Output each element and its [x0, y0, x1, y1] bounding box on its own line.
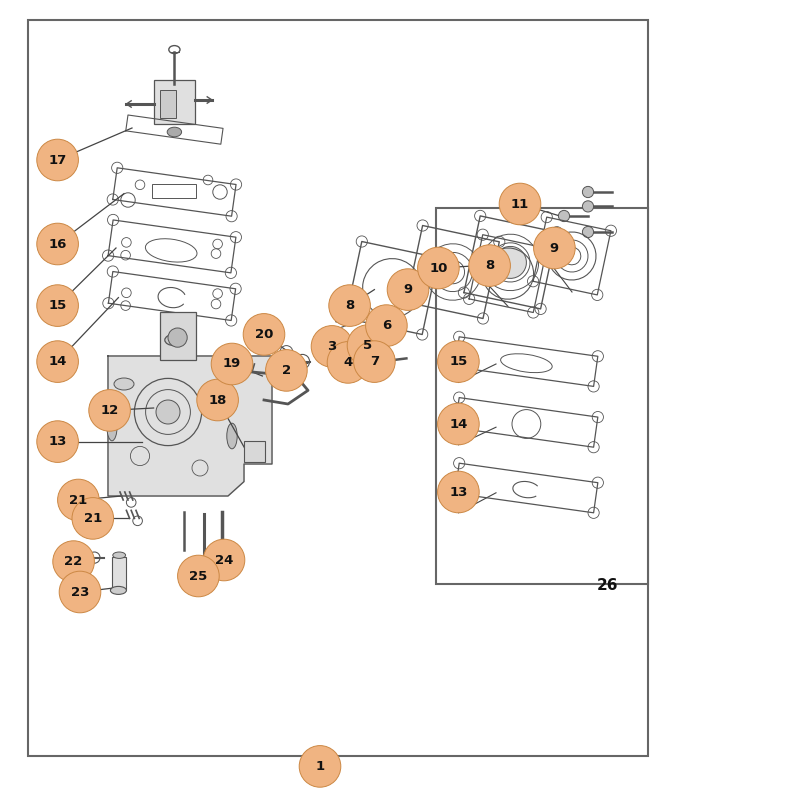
Circle shape [89, 390, 130, 431]
Circle shape [72, 498, 114, 539]
Circle shape [469, 245, 510, 286]
Text: 7: 7 [370, 355, 379, 368]
Circle shape [582, 226, 594, 238]
Text: 12: 12 [101, 404, 118, 417]
Circle shape [438, 471, 479, 513]
Text: 15: 15 [450, 355, 467, 368]
Circle shape [418, 247, 459, 289]
Ellipse shape [218, 561, 226, 566]
Circle shape [582, 201, 594, 212]
Circle shape [311, 326, 353, 367]
Circle shape [37, 341, 78, 382]
Circle shape [499, 183, 541, 225]
Text: 15: 15 [49, 299, 66, 312]
Text: 26: 26 [598, 578, 618, 593]
Circle shape [59, 571, 101, 613]
Ellipse shape [494, 246, 526, 278]
Text: 8: 8 [485, 259, 494, 272]
Circle shape [37, 285, 78, 326]
Text: 2: 2 [282, 364, 291, 377]
Text: 21: 21 [84, 512, 102, 525]
Ellipse shape [200, 559, 208, 564]
Bar [244, 441, 265, 462]
Text: 11: 11 [511, 198, 529, 210]
Ellipse shape [165, 334, 184, 346]
Text: 14: 14 [450, 418, 467, 430]
Circle shape [438, 403, 479, 445]
Bar [160, 90, 176, 118]
Text: 9: 9 [550, 242, 559, 254]
Text: 13: 13 [49, 435, 66, 448]
Circle shape [168, 328, 187, 347]
Circle shape [299, 746, 341, 787]
Text: 22: 22 [65, 555, 82, 568]
Circle shape [558, 210, 570, 222]
Bar [160, 312, 196, 360]
Circle shape [266, 350, 307, 391]
Circle shape [53, 541, 94, 582]
Circle shape [327, 342, 369, 383]
Ellipse shape [167, 127, 182, 137]
Text: 17: 17 [49, 154, 66, 166]
Ellipse shape [110, 586, 126, 594]
Text: 9: 9 [403, 283, 413, 296]
Ellipse shape [114, 378, 134, 390]
Text: 8: 8 [345, 299, 354, 312]
Text: 24: 24 [215, 554, 233, 566]
Circle shape [384, 355, 394, 365]
Bar [154, 80, 195, 124]
Circle shape [354, 341, 395, 382]
Text: 3: 3 [327, 340, 337, 353]
Circle shape [37, 421, 78, 462]
Polygon shape [108, 356, 272, 496]
Circle shape [374, 337, 385, 348]
Text: 18: 18 [209, 394, 226, 406]
Bar [152, 184, 196, 198]
Circle shape [58, 479, 99, 521]
Circle shape [366, 305, 407, 346]
Circle shape [37, 223, 78, 265]
Bar [436, 208, 648, 584]
Text: 5: 5 [363, 339, 373, 352]
Text: 23: 23 [71, 586, 89, 598]
Circle shape [582, 186, 594, 198]
Circle shape [211, 343, 253, 385]
Text: 19: 19 [223, 358, 241, 370]
Ellipse shape [107, 410, 118, 441]
Circle shape [203, 539, 245, 581]
Circle shape [197, 379, 238, 421]
Circle shape [438, 341, 479, 382]
Circle shape [37, 139, 78, 181]
Text: 14: 14 [49, 355, 66, 368]
Circle shape [329, 285, 370, 326]
Circle shape [243, 314, 285, 355]
Text: 13: 13 [450, 486, 467, 498]
Text: 16: 16 [49, 238, 66, 250]
Ellipse shape [227, 423, 237, 449]
Text: 10: 10 [430, 262, 447, 274]
Ellipse shape [113, 552, 126, 558]
Circle shape [156, 400, 180, 424]
Text: 25: 25 [190, 570, 207, 582]
Text: 6: 6 [382, 319, 391, 332]
Text: 20: 20 [255, 328, 273, 341]
Bar [28, 20, 648, 756]
Text: 4: 4 [343, 356, 353, 369]
Circle shape [347, 325, 389, 366]
Circle shape [178, 555, 219, 597]
Bar [112, 557, 126, 590]
Text: 21: 21 [70, 494, 87, 506]
Circle shape [387, 269, 429, 310]
Circle shape [534, 227, 575, 269]
Text: 1: 1 [315, 760, 325, 773]
